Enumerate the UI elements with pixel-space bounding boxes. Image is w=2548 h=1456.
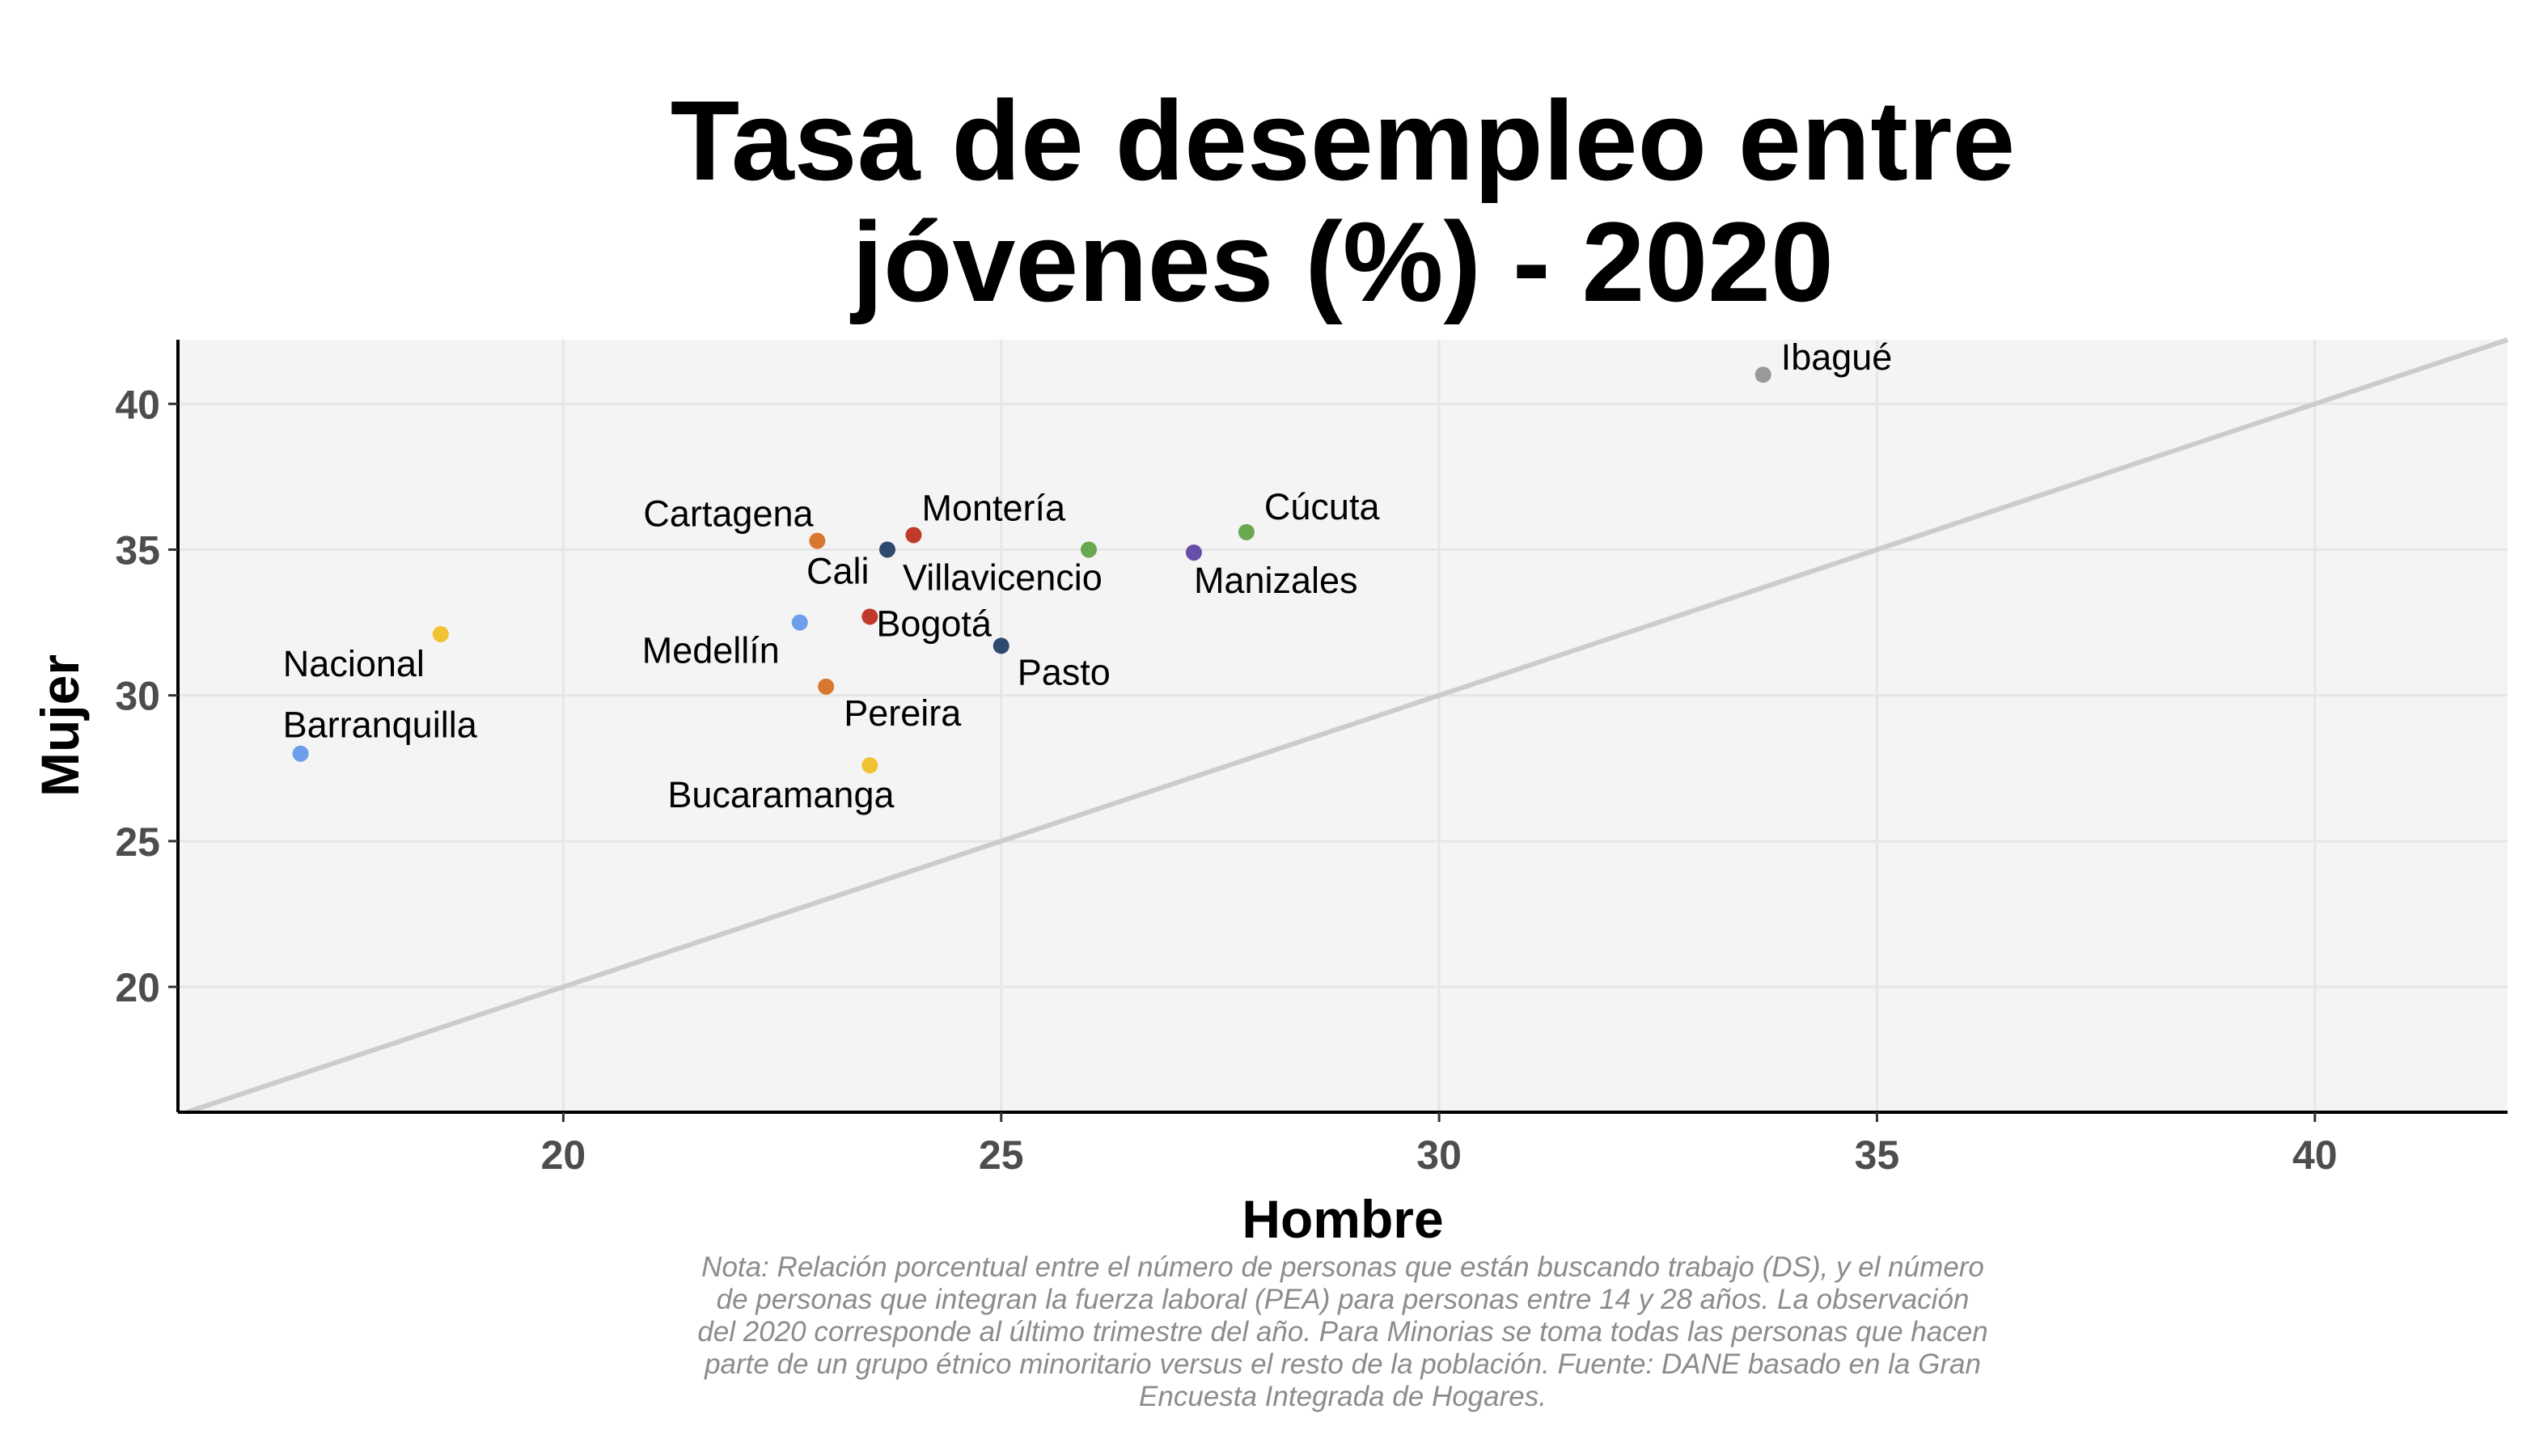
point-label: Barranquilla [283,705,478,746]
point-label: Nacional [283,643,425,684]
y-tick-label: 35 [115,527,160,573]
y-tick-label: 20 [115,965,160,1010]
note-line-2: de personas que integran la fuerza labor… [717,1284,1970,1315]
point-manizales [1185,544,1202,561]
note-line-1: Nota: Relación porcentual entre el númer… [701,1251,1984,1283]
point-cali [878,541,895,558]
point-pereira [818,678,835,695]
point-bucaramanga [861,757,878,774]
x-tick-label: 35 [1855,1132,1900,1178]
point-cucuta [1238,523,1255,540]
y-tick-label: 25 [115,819,160,865]
point-label: Pasto [1018,651,1111,692]
point-label: Pereira [844,692,962,734]
point-ibague [1754,366,1771,383]
point-bogota [861,608,878,625]
data-points [292,366,1771,774]
x-tick-label: 30 [1416,1132,1462,1178]
grid-lines [178,340,2508,1112]
point-barranquilla [292,745,309,762]
y-axis-title: Mujer [30,654,90,797]
point-label: Montería [921,487,1066,528]
note-line-4: parte de un grupo étnico minoritario ver… [704,1348,1981,1380]
note-line-3: del 2020 corresponde al último trimestre… [697,1316,1987,1348]
point-label: Cúcuta [1264,486,1381,527]
x-axis-title: Hombre [1242,1189,1443,1249]
reference-line [185,337,2508,1115]
point-label: Manizales [1194,560,1358,601]
point-label: Cartagena [643,493,814,535]
point-cartagena [809,532,826,549]
x-tick-label: 25 [979,1132,1024,1178]
y-tick-label: 40 [115,382,160,427]
chart-title-line-1: Tasa de desempleo entre [671,77,2016,204]
source-note: Nota: Relación porcentual entre el númer… [697,1251,1987,1412]
x-tick-label: 40 [2292,1132,2338,1178]
point-villavicencio [1081,541,1098,558]
point-pasto [993,637,1009,654]
point-label: Cali [806,550,870,591]
point-label: Bogotá [876,603,993,644]
point-label: Villavicencio [903,557,1103,598]
point-labels: Ibagué Cúcuta Villavicencio Manizales Monter… [283,336,1893,815]
point-label: Bucaramanga [667,774,895,815]
reference-line-group [185,337,2508,1115]
chart-title-line-2: jóvenes (%) - 2020 [849,198,1834,325]
point-label: Medellín [642,630,780,671]
x-tick-label: 20 [541,1132,586,1178]
point-monteria [905,527,922,544]
point-label: Ibagué [1781,336,1893,378]
note-line-5: Encuesta Integrada de Hogares. [1139,1381,1547,1412]
point-nacional [432,625,449,642]
y-tick-label: 30 [115,674,160,719]
axis-ticks: 20 25 30 35 40 20 25 30 35 40 [115,382,2337,1178]
point-medellin [791,614,808,631]
